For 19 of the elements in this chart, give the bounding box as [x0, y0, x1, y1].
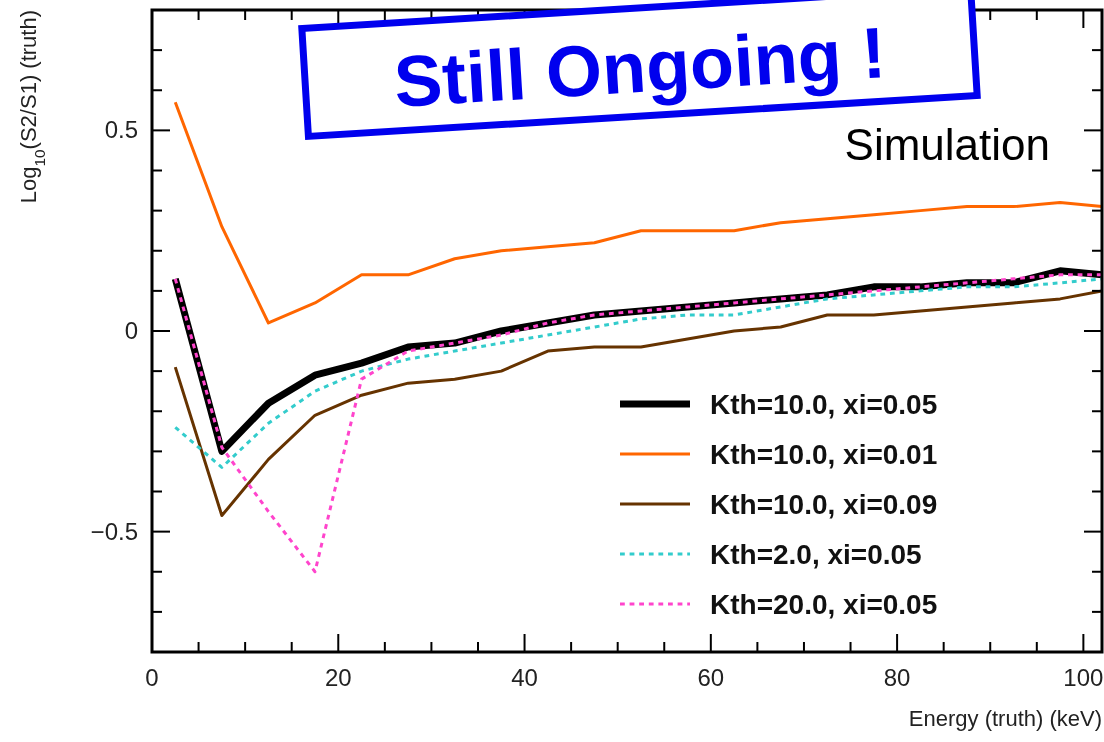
annotation: Still Ongoing !: [391, 12, 888, 122]
x-tick-label: 40: [511, 664, 538, 691]
x-axis-title: Energy (truth) (keV): [908, 706, 1102, 731]
x-tick-label: 20: [324, 664, 352, 691]
x-tick-label: 0: [145, 664, 159, 691]
y-tick-label: −0.5: [90, 517, 138, 545]
x-tick-label: 60: [697, 664, 725, 691]
legend-label: Kth=20.0, xi=0.05: [710, 589, 938, 620]
legend-label: Kth=10.0, xi=0.09: [710, 489, 938, 520]
x-tick-label: 80: [883, 664, 911, 691]
line-series: [173, 289, 1102, 518]
line-series: [173, 273, 1102, 574]
legend-label: Kth=10.0, xi=0.05: [710, 389, 938, 420]
y-tick-label: 0.5: [104, 116, 138, 144]
x-tick-label: 100: [1063, 664, 1104, 691]
legend-label: Kth=2.0, xi=0.05: [710, 539, 922, 570]
annotation: Simulation: [844, 120, 1050, 169]
y-tick-label: 0: [124, 317, 138, 344]
legend-label: Kth=10.0, xi=0.01: [710, 439, 938, 470]
